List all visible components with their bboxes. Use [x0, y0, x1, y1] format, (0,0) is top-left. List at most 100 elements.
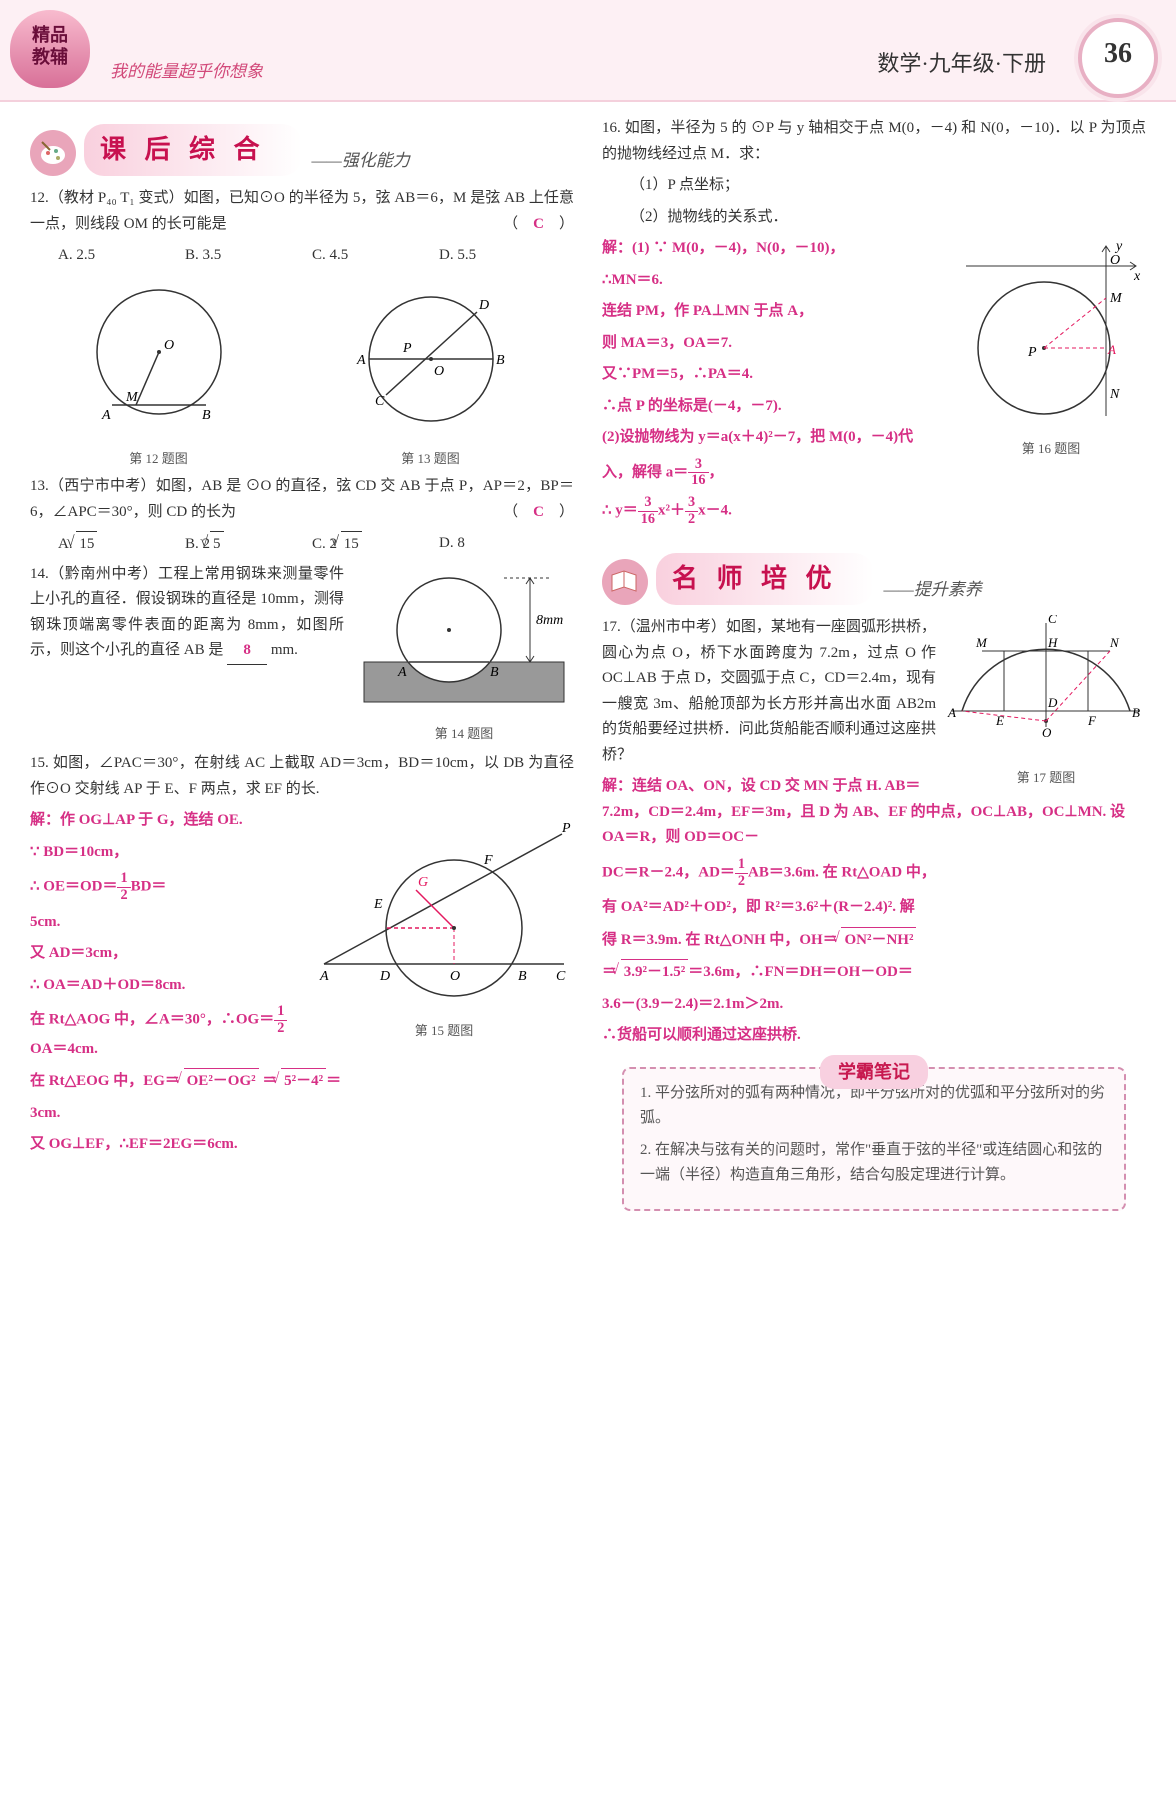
q12-text: 12.（教材 P₄₀ T₁ 变式）如图，已知⊙O 的半径为 5，弦 AB＝6，M… [30, 186, 574, 237]
svg-text:B: B [496, 353, 505, 368]
q14-figcap: 第 14 题图 [354, 723, 574, 745]
q17-s7: ∴货船可以顺利通过这座拱桥. [602, 1023, 1146, 1049]
svg-text:O: O [1110, 253, 1120, 268]
q16-p1: （1）P 点坐标； [602, 173, 1146, 199]
q13-text: 13.（西宁市中考）如图，AB 是 ⊙O 的直径，弦 CD 交 AB 于点 P，… [30, 474, 574, 525]
notes-box: 学霸笔记 1. 平分弦所对的弧有两种情况，即平分弦所对的优弧和平分弦所对的劣弧。… [622, 1067, 1126, 1211]
svg-text:8mm: 8mm [536, 613, 563, 628]
book-title: 数学·九年级·下册 [877, 45, 1046, 82]
q16-figcap: 第 16 题图 [956, 438, 1146, 460]
svg-text:H: H [1047, 635, 1058, 650]
svg-text:A: A [947, 705, 956, 720]
svg-text:E: E [373, 897, 383, 912]
svg-text:x: x [1133, 269, 1141, 284]
fig-row-12-13: O A B M 第 12 题图 A B O [30, 277, 574, 471]
svg-text:A: A [397, 665, 407, 680]
notes-title: 学霸笔记 [820, 1055, 928, 1090]
svg-text:C: C [556, 969, 566, 984]
svg-text:O: O [164, 338, 174, 353]
section1-tail: ——强化能力 [312, 147, 410, 176]
q16-s8: 入，解得 a＝316， [602, 457, 1146, 489]
q17-s6: 3.6－(3.9－2.4)＝2.1m＞2m. [602, 992, 1146, 1018]
q13-optC: C. 2 15 [312, 531, 439, 558]
q15-text: 15. 如图，∠PAC＝30°，在射线 AC 上截取 AD＝3cm，BD＝10c… [30, 751, 574, 802]
svg-text:P: P [402, 341, 412, 356]
q15-figcap: 第 15 题图 [314, 1020, 574, 1042]
page-root: 精品 教辅 我的能量超乎你想象 数学·九年级·下册 36 课 后 综 合 ——强… [0, 0, 1176, 1800]
svg-text:A: A [101, 408, 111, 423]
q14-fill: 8 [227, 638, 267, 665]
svg-text:O: O [1042, 725, 1052, 740]
svg-text:A: A [1107, 342, 1116, 357]
svg-text:D: D [379, 969, 390, 984]
page-header: 精品 教辅 我的能量超乎你想象 数学·九年级·下册 36 [0, 0, 1176, 102]
q13-optB: B. 25 [185, 531, 312, 558]
q15-s8: 在 Rt△EOG 中，EG＝ OE²－OG² ＝ 5²－4²＝ [30, 1068, 574, 1095]
svg-text:B: B [1132, 705, 1140, 720]
q17-figure: A B E F M N C H D O 第 17 题图 [946, 615, 1146, 789]
svg-text:P: P [1027, 345, 1037, 360]
q16-text: 16. 如图，半径为 5 的 ⊙P 与 y 轴相交于点 M(0，－4) 和 N(… [602, 116, 1146, 167]
q12-optD: D. 5.5 [439, 243, 566, 269]
q13-figure: A B O P C D 第 13 题图 [321, 277, 541, 471]
badge-l2: 教辅 [32, 47, 68, 67]
brand-badge: 精品 教辅 [10, 10, 90, 88]
q13-optD: D. 8 [439, 531, 566, 558]
q17-s4: 得 R＝3.9m. 在 Rt△ONH 中，OH＝ ON²－NH² [602, 927, 1146, 954]
q14-block: AB 8mm 第 14 题图 14.（黔南州中考）工程上常用钢珠来测量零件上小孔… [30, 562, 574, 665]
svg-text:F: F [1087, 713, 1097, 728]
svg-text:D: D [1047, 695, 1058, 710]
svg-text:B: B [202, 408, 211, 423]
section1-title: 课 后 综 合 ——强化能力 [30, 124, 574, 176]
section2-title: 名 师 培 优 ——提升素养 [602, 553, 1146, 605]
note-2: 2. 在解决与弦有关的问题时，常作"垂直于弦的半径"或连结圆心和弦的一端（半径）… [640, 1138, 1108, 1189]
q16-p2: （2）抛物线的关系式． [602, 205, 1146, 231]
header-subtitle: 我的能量超乎你想象 [110, 58, 263, 87]
svg-text:B: B [518, 969, 527, 984]
q17-s5: ＝ 3.9²－1.5²＝3.6m，∴FN＝DH＝OH－OD＝ [602, 959, 1146, 986]
badge-l1: 精品 [32, 25, 68, 45]
q15-s10: 又 OG⊥EF，∴EF＝2EG＝6cm. [30, 1132, 574, 1158]
q15-s9: 3cm. [30, 1101, 574, 1127]
svg-text:N: N [1109, 387, 1120, 402]
svg-text:B: B [490, 665, 499, 680]
q12-figcap: 第 12 题图 [64, 448, 254, 470]
q12-figure: O A B M 第 12 题图 [64, 277, 254, 471]
svg-text:P: P [561, 821, 571, 836]
q16-figure: xy O P M N A 第 16 题图 [956, 236, 1146, 460]
svg-text:D: D [478, 298, 489, 313]
q12-optA: A. 2.5 [58, 243, 185, 269]
book-icon [602, 559, 648, 605]
q13-options: A. 15 B. 25 C. 2 15 D. 8 [30, 531, 574, 562]
q12-options: A. 2.5 B. 3.5 C. 4.5 D. 5.5 [30, 243, 574, 273]
svg-text:N: N [1109, 635, 1120, 650]
svg-text:O: O [434, 364, 444, 379]
q13-figcap: 第 13 题图 [321, 448, 541, 470]
q12-optB: B. 3.5 [185, 243, 312, 269]
columns: 课 后 综 合 ——强化能力 12.（教材 P₄₀ T₁ 变式）如图，已知⊙O … [0, 102, 1176, 1211]
left-column: 课 后 综 合 ——强化能力 12.（教材 P₄₀ T₁ 变式）如图，已知⊙O … [30, 116, 574, 1211]
section2-tail: ——提升素养 [884, 576, 982, 605]
q14-figure: A B 8mm 第 14 题图 [354, 562, 574, 746]
q15-figure: A D O B C P E F G 第 15 题图 [314, 808, 574, 1042]
svg-text:E: E [995, 713, 1004, 728]
q12-answer: C [533, 216, 544, 232]
q12-optC: C. 4.5 [312, 243, 439, 269]
palette-icon [30, 130, 76, 176]
svg-text:C: C [1048, 615, 1057, 626]
section2-label: 名 师 培 优 [656, 553, 874, 605]
svg-text:C: C [375, 394, 385, 409]
svg-text:F: F [483, 853, 493, 868]
svg-text:y: y [1114, 239, 1123, 254]
q17-s2: DC＝R－2.4，AD＝12AB＝3.6m. 在 Rt△OAD 中， [602, 857, 1146, 889]
section1-label: 课 后 综 合 [84, 124, 302, 176]
page-number: 36 [1078, 18, 1158, 98]
q16-s9: ∴ y＝316x²＋32x－4. [602, 495, 1146, 527]
svg-text:O: O [450, 969, 460, 984]
svg-text:M: M [125, 390, 139, 405]
svg-text:A: A [356, 353, 366, 368]
svg-text:M: M [975, 635, 988, 650]
svg-text:G: G [418, 875, 428, 890]
svg-text:A: A [319, 969, 329, 984]
q17-figcap: 第 17 题图 [946, 767, 1146, 789]
